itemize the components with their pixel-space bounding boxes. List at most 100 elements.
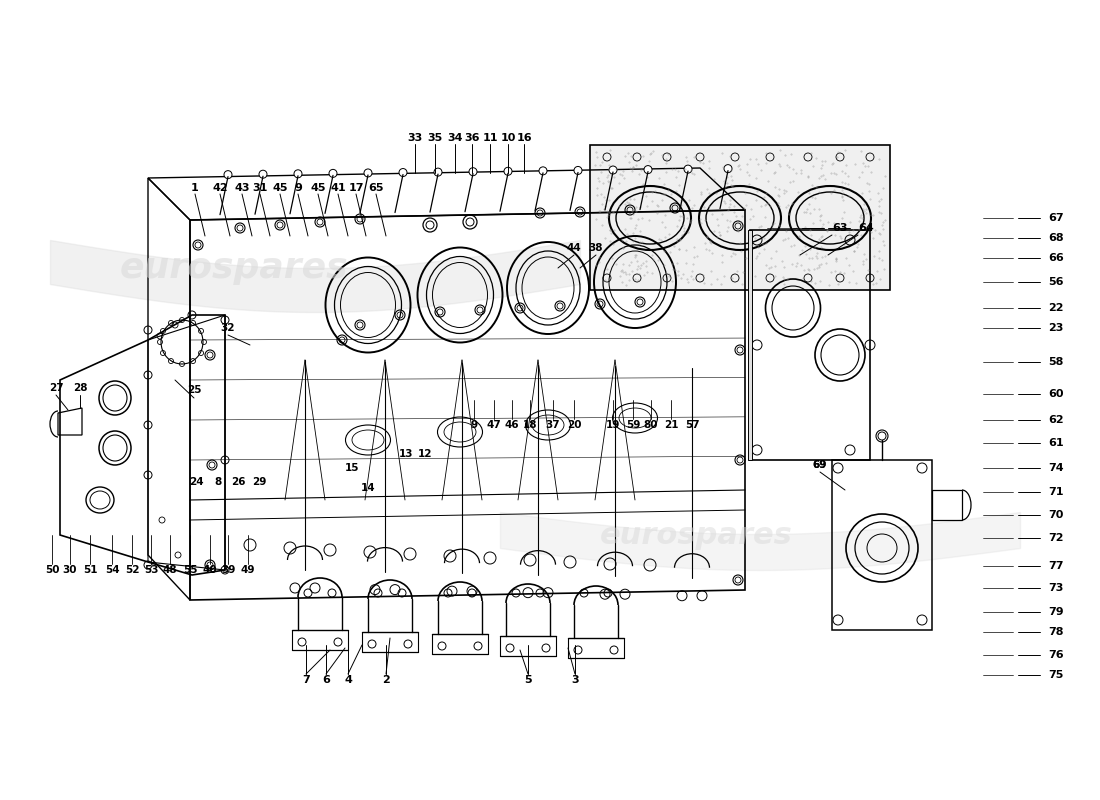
Text: 41: 41 — [330, 183, 345, 193]
Text: 31: 31 — [252, 183, 267, 193]
Circle shape — [609, 166, 617, 174]
Text: 48: 48 — [163, 565, 177, 575]
Text: 42: 42 — [212, 183, 228, 193]
Text: 33: 33 — [407, 133, 422, 143]
Text: 14: 14 — [361, 483, 375, 493]
Text: 23: 23 — [1048, 323, 1064, 333]
Text: 9: 9 — [294, 183, 301, 193]
Text: 69: 69 — [813, 460, 827, 470]
Text: 7: 7 — [302, 675, 310, 685]
Text: 69: 69 — [813, 460, 827, 470]
Text: 70: 70 — [1048, 510, 1064, 520]
Text: 76: 76 — [1048, 650, 1064, 660]
Circle shape — [364, 169, 372, 177]
Text: 64: 64 — [858, 223, 873, 233]
Text: 68: 68 — [1048, 233, 1064, 243]
Circle shape — [539, 167, 547, 175]
Text: 9: 9 — [471, 420, 477, 430]
Circle shape — [876, 430, 888, 442]
Text: 44: 44 — [566, 243, 582, 253]
Text: 58: 58 — [1048, 357, 1064, 367]
Text: 35: 35 — [428, 133, 442, 143]
Text: 39: 39 — [221, 565, 235, 575]
Text: 74: 74 — [1048, 463, 1064, 473]
Text: 49: 49 — [241, 565, 255, 575]
Text: 46: 46 — [505, 420, 519, 430]
Text: 71: 71 — [1048, 487, 1064, 497]
Text: 16: 16 — [516, 133, 531, 143]
Text: 43: 43 — [234, 183, 250, 193]
Text: 15: 15 — [344, 463, 360, 473]
Text: 47: 47 — [486, 420, 502, 430]
Text: 66: 66 — [1048, 253, 1064, 263]
Text: 75: 75 — [1048, 670, 1064, 680]
Circle shape — [329, 170, 337, 178]
Text: 1: 1 — [191, 183, 199, 193]
Text: 37: 37 — [546, 420, 560, 430]
Text: 21: 21 — [663, 420, 679, 430]
Text: 52: 52 — [124, 565, 140, 575]
Circle shape — [294, 170, 302, 178]
Text: 5: 5 — [525, 675, 531, 685]
Circle shape — [469, 168, 477, 176]
Circle shape — [224, 170, 232, 178]
Text: 11: 11 — [482, 133, 497, 143]
Text: 36: 36 — [464, 133, 480, 143]
Text: 77: 77 — [1048, 561, 1064, 571]
Text: 80: 80 — [644, 420, 658, 430]
Text: 29: 29 — [252, 477, 266, 487]
Text: 72: 72 — [1048, 533, 1064, 543]
Text: 17: 17 — [349, 183, 364, 193]
Circle shape — [504, 167, 512, 175]
Text: 3: 3 — [571, 675, 579, 685]
Text: 65: 65 — [368, 183, 384, 193]
Text: eurospares: eurospares — [600, 522, 793, 550]
Polygon shape — [590, 145, 890, 290]
Text: 56: 56 — [1048, 277, 1064, 287]
Text: 30: 30 — [63, 565, 77, 575]
Text: 20: 20 — [566, 420, 581, 430]
Text: 27: 27 — [48, 383, 64, 393]
Text: 40: 40 — [202, 565, 218, 575]
Polygon shape — [748, 230, 752, 460]
Circle shape — [399, 169, 407, 177]
Text: 32: 32 — [221, 323, 235, 333]
Text: 38: 38 — [588, 243, 603, 253]
Text: 6: 6 — [322, 675, 330, 685]
Text: 57: 57 — [684, 420, 700, 430]
Text: 25: 25 — [187, 385, 201, 395]
Text: 18: 18 — [522, 420, 537, 430]
Text: 61: 61 — [1048, 438, 1064, 448]
Text: 60: 60 — [1048, 389, 1064, 399]
Text: 4: 4 — [344, 675, 352, 685]
Text: 8: 8 — [214, 477, 221, 487]
Text: 55: 55 — [183, 565, 197, 575]
Text: 34: 34 — [448, 133, 463, 143]
Circle shape — [724, 165, 732, 173]
Text: 26: 26 — [231, 477, 245, 487]
Text: 67: 67 — [1048, 213, 1064, 223]
Text: 10: 10 — [500, 133, 516, 143]
Text: 54: 54 — [104, 565, 119, 575]
Text: 78: 78 — [1048, 627, 1064, 637]
Text: 13: 13 — [398, 449, 414, 459]
Text: 50: 50 — [45, 565, 59, 575]
Text: 22: 22 — [1048, 303, 1064, 313]
Text: 45: 45 — [310, 183, 326, 193]
Text: 73: 73 — [1048, 583, 1064, 593]
Text: 12: 12 — [418, 449, 432, 459]
Text: 24: 24 — [189, 477, 204, 487]
Text: 59: 59 — [626, 420, 640, 430]
Circle shape — [644, 166, 652, 174]
Text: 28: 28 — [73, 383, 87, 393]
Text: 2: 2 — [382, 675, 389, 685]
Text: 53: 53 — [144, 565, 158, 575]
Text: 62: 62 — [1048, 415, 1064, 425]
Text: 63: 63 — [832, 223, 847, 233]
Text: 51: 51 — [82, 565, 97, 575]
Text: 79: 79 — [1048, 607, 1064, 617]
Text: eurospares: eurospares — [120, 251, 349, 285]
Circle shape — [258, 170, 267, 178]
Circle shape — [574, 166, 582, 174]
Text: 45: 45 — [273, 183, 288, 193]
